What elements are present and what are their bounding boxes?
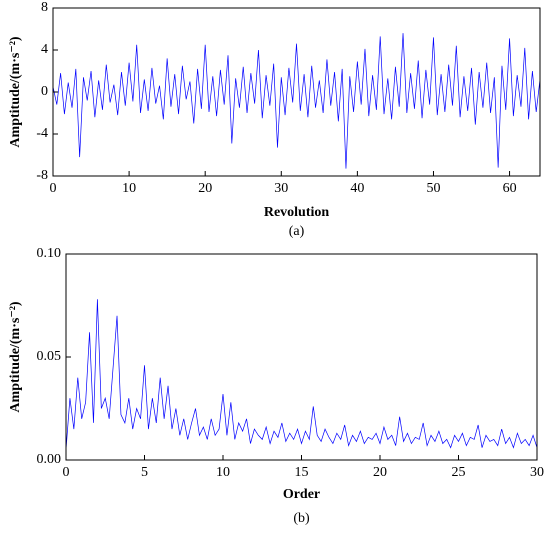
caption: (a) (289, 224, 305, 239)
x-tick-label: 0 (50, 181, 57, 196)
x-tick-label: 60 (503, 181, 517, 196)
x-tick-label: 30 (530, 465, 544, 480)
y-tick-label: 0 (41, 84, 48, 99)
signal-line (52, 33, 541, 169)
y-tick-label: -4 (36, 126, 48, 141)
y-tick-label: 4 (41, 42, 48, 57)
plot-frame (52, 7, 541, 177)
y-tick-label: -8 (36, 168, 48, 183)
y-tick-label: 0.00 (37, 452, 62, 467)
signal-line (65, 299, 538, 450)
x-tick-label: 20 (373, 465, 387, 480)
x-tick-label: 10 (216, 465, 230, 480)
x-tick-label: 20 (198, 181, 212, 196)
y-axis-label: Amptitude/(m·s⁻²) (8, 36, 23, 147)
y-tick-label: 0.10 (37, 246, 62, 261)
x-tick-label: 10 (122, 181, 136, 196)
x-tick-label: 30 (274, 181, 288, 196)
x-tick-label: 15 (295, 465, 309, 480)
y-tick-label: 8 (41, 0, 48, 15)
x-tick-label: 0 (63, 465, 70, 480)
y-tick-label: 0.05 (37, 349, 62, 364)
y-axis-label: Amptitude/(m·s⁻²) (8, 301, 23, 412)
plot-frame (65, 253, 538, 461)
x-tick-label: 40 (350, 181, 364, 196)
caption: (b) (293, 511, 310, 526)
x-tick-label: 5 (141, 465, 148, 480)
x-tick-label: 25 (452, 465, 466, 480)
x-axis-label: Order (283, 487, 320, 502)
x-tick-label: 50 (426, 181, 440, 196)
x-axis-label: Revolution (264, 205, 330, 220)
